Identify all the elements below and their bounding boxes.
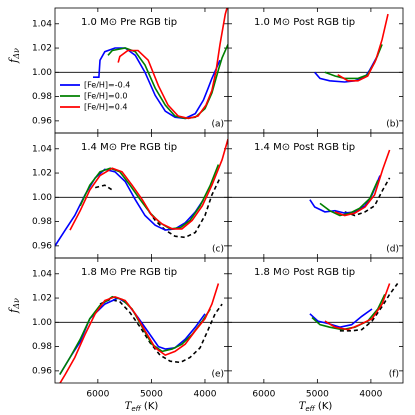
x-axis-label-main: T (125, 401, 133, 412)
panel-label: (a) (211, 120, 224, 130)
y-tick-label: 1.02 (32, 44, 52, 54)
legend-label: [Fe/H]=-0.4 (84, 81, 130, 90)
panel: 1.4 M⊙ Post RGB tip (d) (227, 132, 404, 259)
series-line (311, 294, 386, 331)
panel-title: 1.4 M⊙ Pre RGB tip (81, 142, 177, 153)
panel-label: (b) (386, 120, 399, 130)
y-tick-label: 1.04 (32, 19, 52, 29)
series-line (324, 44, 383, 80)
panel-title: 1.0 M⊙ Pre RGB tip (81, 17, 177, 28)
legend-label: [Fe/H]=0.4 (84, 103, 127, 112)
panel-title: 1.4 M⊙ Post RGB tip (254, 142, 355, 153)
panel: 0.96 0.98 1.00 1.02 1.04 6000 5000 4000 1.8 M⊙ P… (7, 257, 229, 414)
panel-title: 1.8 M⊙ Post RGB tip (254, 267, 355, 278)
x-axis-label-main: T (299, 401, 307, 412)
y-axis-label-sub: Δν (12, 48, 21, 60)
y-axis-label-sub: Δν (12, 298, 21, 310)
series-line (339, 283, 399, 332)
x-axis-label-unit: (K) (315, 401, 333, 412)
x-axis-label-unit: (K) (141, 401, 159, 412)
y-tick-label: 1.00 (32, 318, 52, 328)
y-tick-label: 0.96 (32, 241, 52, 251)
x-tick-label: 4000 (359, 390, 382, 400)
y-tick-label: 0.98 (32, 92, 52, 102)
series-line (334, 149, 391, 217)
y-tick-label: 0.98 (32, 217, 52, 227)
x-tick-label: 6000 (86, 390, 109, 400)
y-tick-label: 1.00 (32, 193, 52, 203)
x-tick-label: 4000 (194, 390, 217, 400)
panel: 0.96 0.98 1.00 1.02 1.04 1.4 M⊙ Pre RGB tip (c… (32, 132, 229, 259)
y-tick-label: 1.04 (32, 144, 52, 154)
y-tick-label: 1.02 (32, 169, 52, 179)
x-axis-label: Teff (K) (299, 401, 333, 414)
y-tick-label: 0.96 (32, 366, 52, 376)
y-axis-label-main: f (7, 57, 20, 64)
series-line (93, 47, 221, 120)
series-line (344, 177, 391, 217)
y-tick-label: 0.98 (32, 342, 52, 352)
panel-label: (d) (386, 245, 399, 255)
panel-title: 1.0 M⊙ Post RGB tip (254, 17, 355, 28)
series-line (319, 179, 379, 217)
series-line (117, 8, 228, 120)
x-axis-label: Teff (K) (125, 401, 159, 414)
x-tick-label: 5000 (140, 390, 163, 400)
y-axis-label: fΔν (7, 48, 21, 64)
series-line (69, 138, 228, 231)
y-tick-label: 0.96 (32, 116, 52, 126)
series-line (107, 44, 228, 120)
series-line (95, 177, 221, 239)
y-axis-label-main: f (7, 307, 20, 314)
y-tick-label: 1.04 (32, 269, 52, 279)
legend-label: [Fe/H]=0.0 (84, 92, 127, 101)
series-line (337, 13, 389, 82)
x-tick-label: 6000 (252, 390, 275, 400)
series-line (59, 283, 220, 383)
panel-label: (f) (389, 370, 399, 380)
x-axis-label-sub: eff (305, 405, 315, 413)
x-tick-label: 5000 (306, 390, 329, 400)
y-axis-label: fΔν (7, 298, 21, 314)
y-tick-label: 1.00 (32, 68, 52, 78)
panel-label: (c) (212, 245, 224, 255)
series-line (99, 298, 223, 364)
series-line (309, 308, 373, 329)
panel-title: 1.8 M⊙ Pre RGB tip (81, 267, 177, 278)
x-axis-label-sub: eff (131, 405, 141, 413)
series-line (309, 175, 381, 214)
panel-frame (227, 257, 404, 384)
panel: 0.96 0.98 1.00 1.02 1.04 1.0 M⊙ Pre RGB tip (a… (7, 7, 229, 134)
panel-label: (e) (211, 370, 224, 380)
panel: 1.0 M⊙ Post RGB tip (b) (227, 7, 404, 134)
panel: 6000 5000 4000 1.8 M⊙ Post RGB tip (f) Teff (… (227, 257, 404, 414)
y-tick-label: 1.02 (32, 294, 52, 304)
series-line (324, 283, 391, 331)
